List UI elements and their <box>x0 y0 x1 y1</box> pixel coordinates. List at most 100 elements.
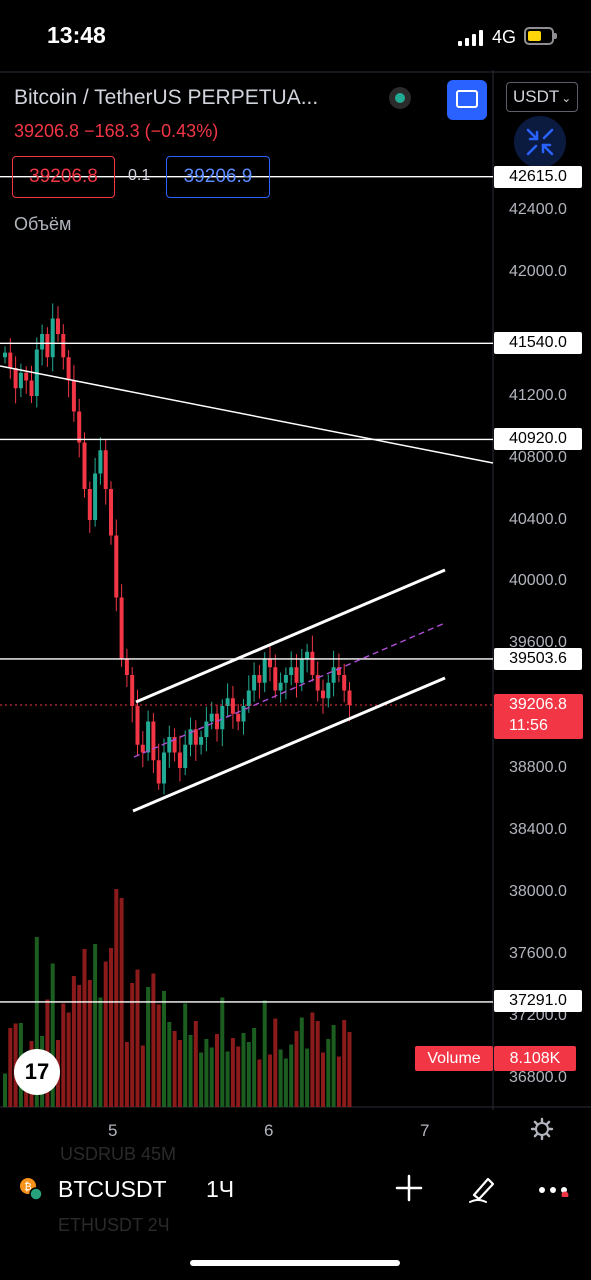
volume-bar <box>225 1051 230 1107</box>
interval-selector[interactable]: 1Ч <box>206 1176 235 1202</box>
candle-body <box>262 659 267 683</box>
signal-icon <box>458 30 486 46</box>
volume-bar <box>289 1044 294 1107</box>
volume-bar <box>347 1032 352 1107</box>
volume-indicator-label[interactable]: Объём <box>14 214 72 234</box>
level-label[interactable]: 42615.0 <box>494 166 582 188</box>
price-change: −168.3 (−0.43%) <box>84 121 219 141</box>
volume-bar <box>241 1033 246 1107</box>
candle-body <box>225 698 230 706</box>
buy-button[interactable]: 39206.9 <box>166 156 270 198</box>
candle-body <box>347 690 352 705</box>
last-price-value: 39206.8 <box>14 121 80 141</box>
level-label[interactable]: 41540.0 <box>494 332 582 354</box>
price-tick: 40000.0 <box>509 572 567 589</box>
last-price-axis-value: 39206.8 <box>509 696 567 713</box>
sell-button[interactable]: 39206.8 <box>12 156 115 198</box>
volume-bar <box>82 949 87 1107</box>
volume-bar <box>278 1049 283 1107</box>
symbol-title[interactable]: Bitcoin / TetherUS PERPETUA... <box>14 86 319 109</box>
candle-body <box>283 675 288 683</box>
candle-body <box>278 682 283 691</box>
volume-bar <box>151 973 156 1107</box>
candle-body <box>209 713 214 722</box>
volume-bar <box>162 991 166 1107</box>
candle-body <box>315 675 320 691</box>
volume-bar <box>130 983 135 1107</box>
candle-body <box>71 380 76 412</box>
candle-body <box>177 752 182 768</box>
candle-body <box>305 651 310 660</box>
candle-body <box>13 368 18 389</box>
volume-bar <box>61 1003 66 1107</box>
price-chart[interactable] <box>0 70 591 1110</box>
candle-body <box>109 489 113 536</box>
candle-body <box>342 675 347 691</box>
fullscreen-button[interactable] <box>447 80 487 120</box>
candle-body <box>18 372 23 389</box>
pencil-icon[interactable] <box>466 1171 500 1205</box>
volume-bar <box>93 944 98 1107</box>
level-label[interactable]: 40920.0 <box>494 428 582 450</box>
candle-body <box>294 667 299 683</box>
time-tick: 7 <box>420 1121 430 1140</box>
tradingview-logo[interactable]: 17 <box>14 1049 60 1095</box>
candle-body <box>135 706 140 745</box>
candle-body <box>220 706 225 730</box>
candle-body <box>50 318 55 358</box>
candle-body <box>321 690 325 699</box>
volume-value: 8.108K <box>494 1046 576 1071</box>
volume-bar <box>220 997 225 1107</box>
collapse-button[interactable] <box>514 116 566 168</box>
candle-body <box>326 682 331 699</box>
volume-bar <box>103 961 108 1107</box>
candle-body <box>56 318 60 334</box>
candle-body <box>183 744 188 768</box>
candle-body <box>193 729 198 745</box>
volume-bar <box>336 1056 341 1107</box>
volume-bar <box>321 1052 325 1107</box>
volume-bar <box>109 948 113 1107</box>
candle-body <box>151 721 156 761</box>
chevron-down-icon: ⌄ <box>561 91 572 105</box>
volume-bar <box>87 980 92 1107</box>
candle-body <box>66 357 71 381</box>
volume-bar <box>66 1012 71 1107</box>
volume-bar <box>188 1035 193 1107</box>
candle-body <box>130 675 135 706</box>
collapse-icon <box>526 128 554 156</box>
candle-body <box>310 651 315 675</box>
svg-text:₿: ₿ <box>24 1181 31 1193</box>
battery-icon <box>524 27 557 45</box>
ticker-selector[interactable]: BTCUSDT <box>58 1176 167 1202</box>
candle-body <box>162 752 166 784</box>
volume-bar <box>305 1048 310 1107</box>
volume-bar <box>167 1022 172 1107</box>
volume-bar <box>98 997 103 1107</box>
level-label[interactable]: 39503.6 <box>494 648 582 670</box>
candle-body <box>230 698 235 714</box>
candle-body <box>98 450 103 474</box>
price-tick: 40400.0 <box>509 511 567 528</box>
volume-bar <box>193 1021 198 1107</box>
candle-body <box>268 659 272 668</box>
more-icon[interactable] <box>537 1183 571 1197</box>
volume-bar <box>204 1039 209 1107</box>
spread-value: 0.1 <box>128 167 151 184</box>
level-label[interactable]: 37291.0 <box>494 990 582 1012</box>
home-indicator <box>190 1260 400 1266</box>
volume-bar <box>283 1058 288 1107</box>
candle-body <box>156 760 161 784</box>
settings-icon[interactable] <box>530 1117 554 1141</box>
volume-bar <box>199 1052 204 1107</box>
candle-body <box>241 706 246 722</box>
volume-bar <box>331 1025 336 1107</box>
channel-upper-line <box>135 568 446 704</box>
volume-bar <box>146 987 151 1107</box>
volume-bar <box>8 1028 13 1107</box>
market-status-icon[interactable] <box>389 87 411 109</box>
candle-body <box>167 737 172 753</box>
plus-icon[interactable] <box>393 1172 425 1204</box>
currency-select[interactable]: USDT ⌄ <box>506 82 578 112</box>
price-tick: 37600.0 <box>509 945 567 962</box>
